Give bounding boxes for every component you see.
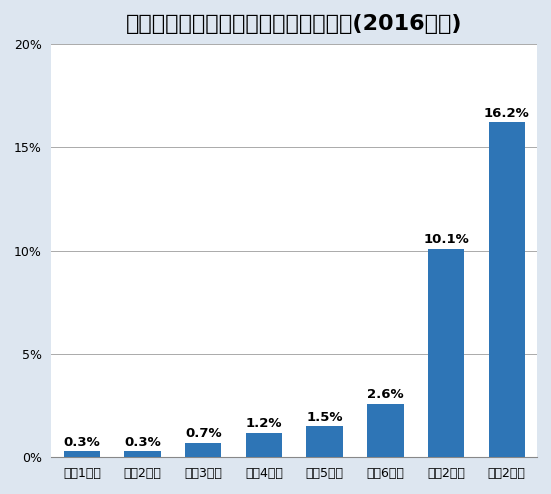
Bar	[367, 404, 403, 457]
Text: 0.3%: 0.3%	[63, 436, 100, 449]
Bar	[306, 426, 343, 457]
Title: 自分用としてパソコンを持っているか(2016年度): 自分用としてパソコンを持っているか(2016年度)	[126, 14, 462, 34]
Text: 10.1%: 10.1%	[423, 233, 469, 246]
Text: 1.2%: 1.2%	[246, 417, 282, 430]
Text: 16.2%: 16.2%	[484, 107, 530, 120]
Bar	[428, 248, 464, 457]
Text: 1.5%: 1.5%	[306, 411, 343, 424]
Text: 0.3%: 0.3%	[124, 436, 161, 449]
Text: 2.6%: 2.6%	[367, 388, 404, 401]
Bar	[185, 443, 222, 457]
Text: 0.7%: 0.7%	[185, 427, 222, 441]
Bar	[125, 451, 161, 457]
Bar	[489, 123, 525, 457]
Bar	[63, 451, 100, 457]
Bar	[246, 433, 282, 457]
